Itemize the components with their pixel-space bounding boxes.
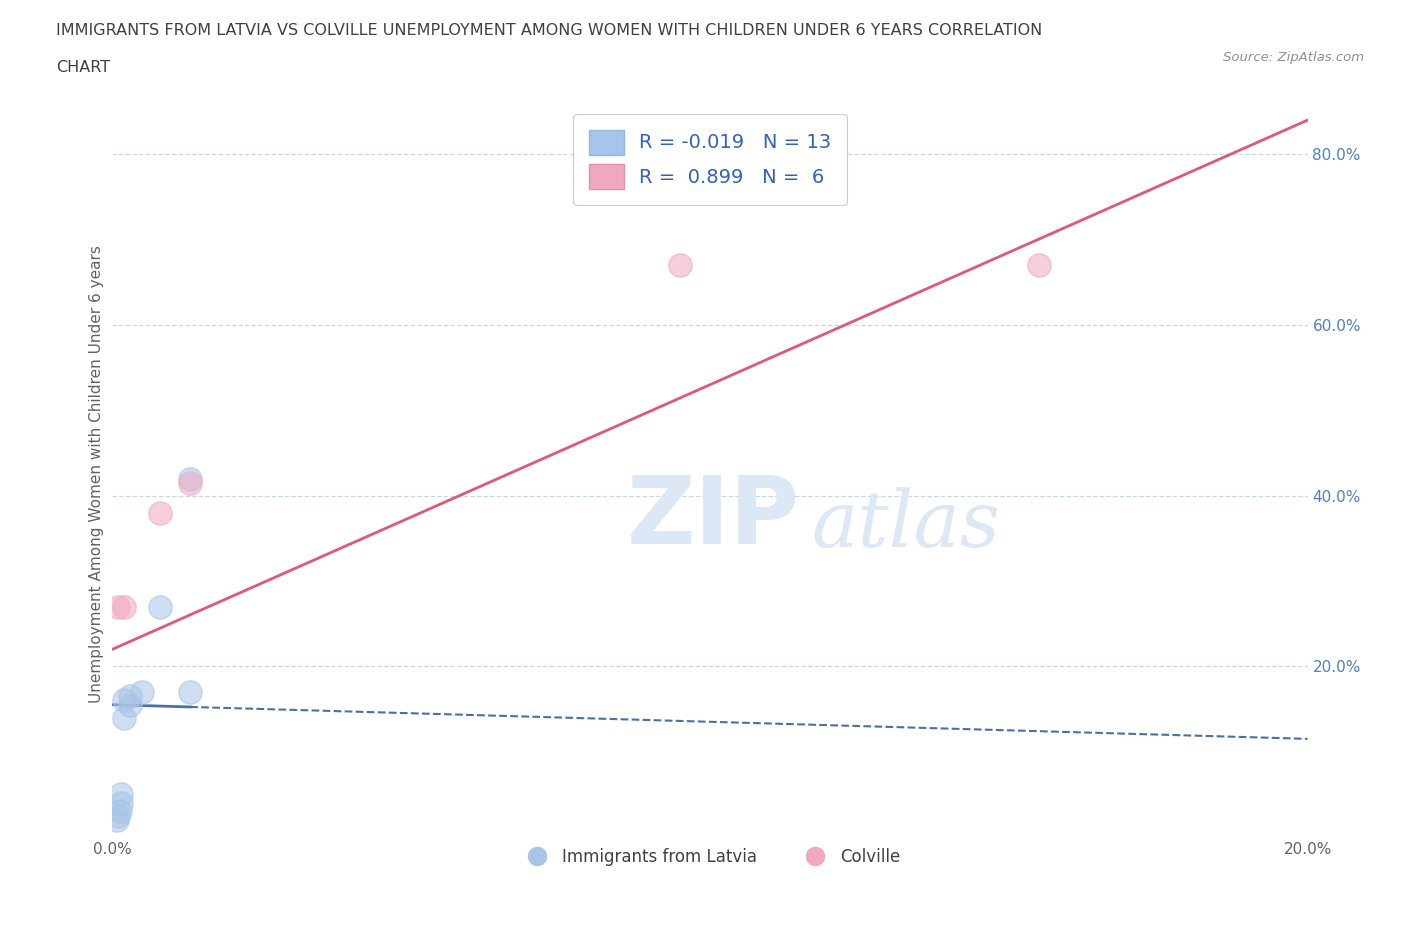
Point	[107, 808, 129, 823]
Point	[179, 475, 201, 490]
Text: CHART: CHART	[56, 60, 110, 75]
Point	[110, 795, 132, 810]
Point	[120, 689, 142, 704]
Point	[179, 684, 201, 699]
Point	[149, 599, 172, 614]
Point	[179, 472, 201, 486]
Point	[105, 813, 128, 828]
Point	[131, 684, 153, 699]
Point	[110, 787, 132, 802]
Point	[1028, 258, 1050, 272]
Point	[669, 258, 692, 272]
Legend: Immigrants from Latvia, Colville: Immigrants from Latvia, Colville	[513, 841, 907, 872]
Y-axis label: Unemployment Among Women with Children Under 6 years: Unemployment Among Women with Children U…	[89, 246, 104, 703]
Point	[120, 698, 142, 712]
Point	[114, 711, 135, 725]
Text: atlas: atlas	[811, 487, 1000, 564]
Text: IMMIGRANTS FROM LATVIA VS COLVILLE UNEMPLOYMENT AMONG WOMEN WITH CHILDREN UNDER : IMMIGRANTS FROM LATVIA VS COLVILLE UNEMP…	[56, 23, 1042, 38]
Point	[114, 693, 135, 708]
Text: ZIP: ZIP	[627, 472, 799, 564]
Point	[107, 599, 129, 614]
Point	[108, 804, 131, 818]
Point	[149, 505, 172, 520]
Text: Source: ZipAtlas.com: Source: ZipAtlas.com	[1223, 51, 1364, 64]
Point	[114, 599, 135, 614]
